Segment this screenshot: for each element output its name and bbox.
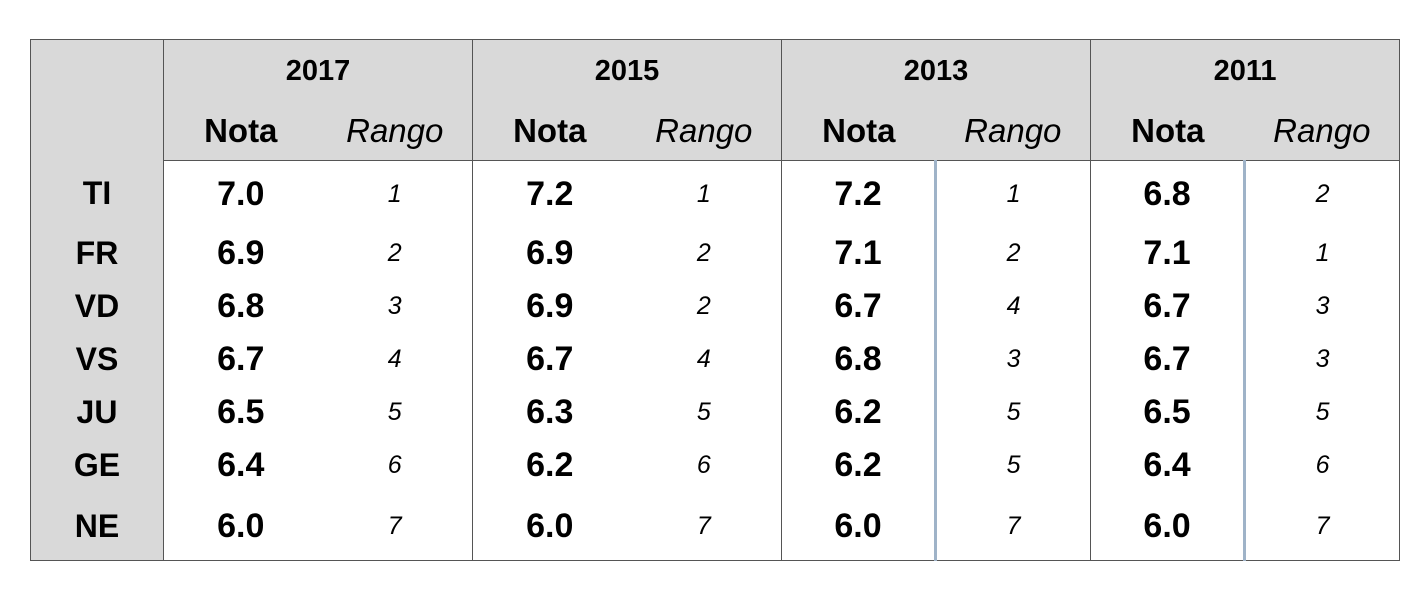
- score-cell: 6.2: [781, 439, 936, 492]
- score-cell: 6.7: [472, 333, 627, 386]
- year-header-2015: 2015: [472, 39, 782, 102]
- table-row: FR 6.9 2 6.9 2 7.1 2 7.1 1: [30, 227, 1401, 280]
- score-cell: 6.9: [163, 227, 318, 280]
- rank-cell: 7: [696, 511, 711, 540]
- sub-header-rango: Rango: [935, 102, 1091, 161]
- score-cell: 6.5: [163, 386, 318, 439]
- rank-cell: 5: [696, 398, 711, 426]
- table-row: VS 6.7 4 6.7 4 6.8 3 6.7 3: [30, 333, 1401, 386]
- table-row: VD 6.8 3 6.9 2 6.7 4 6.7 3: [30, 280, 1401, 333]
- score-cell: 7.0: [163, 160, 318, 227]
- rank-cell: 4: [387, 345, 402, 373]
- rank-cell: 5: [1243, 386, 1401, 439]
- score-cell: 7.2: [781, 160, 936, 227]
- canton-label: GE: [30, 439, 164, 492]
- rank-cell: 1: [387, 179, 402, 208]
- score-cell: 6.7: [1090, 280, 1245, 333]
- rank-cell: 6: [1243, 439, 1401, 492]
- rank-cell: 6: [696, 451, 711, 479]
- score-cell: 6.0: [472, 492, 627, 561]
- score-cell: 6.5: [1090, 386, 1245, 439]
- rank-cell: 4: [696, 345, 711, 373]
- score-cell: 6.7: [163, 333, 318, 386]
- score-cell: 6.8: [1090, 160, 1245, 227]
- sub-header-nota: Nota: [1090, 102, 1245, 161]
- sub-header-nota: Nota: [472, 102, 627, 161]
- ranking-table: 2017 2015 2013 2011 Nota Rango Nota Rang…: [30, 39, 1401, 561]
- rank-cell: 6: [387, 451, 402, 479]
- rank-cell: 2: [1243, 160, 1401, 227]
- year-header-2011: 2011: [1090, 39, 1401, 102]
- rank-cell: 3: [387, 292, 402, 320]
- canton-label: VS: [30, 333, 164, 386]
- rank-cell: 7: [1243, 492, 1401, 561]
- score-cell: 6.2: [781, 386, 936, 439]
- canton-label: NE: [30, 492, 164, 561]
- table-row: GE 6.4 6 6.2 6 6.2 5 6.4 6: [30, 439, 1401, 492]
- sub-header-rango: Rango: [1244, 102, 1401, 161]
- ranking-table-container: 2017 2015 2013 2011 Nota Rango Nota Rang…: [30, 39, 1401, 561]
- score-cell: 6.0: [1090, 492, 1245, 561]
- score-cell: 6.7: [781, 280, 936, 333]
- rank-cell: 3: [1243, 333, 1401, 386]
- canton-label: TI: [30, 160, 164, 227]
- sub-header-nota: Nota: [163, 102, 318, 161]
- sub-header-rango: Rango: [626, 102, 782, 161]
- score-cell: 6.0: [163, 492, 318, 561]
- rank-cell: 5: [934, 386, 1091, 439]
- rank-cell: 5: [934, 439, 1091, 492]
- score-cell: 6.0: [781, 492, 936, 561]
- rank-cell: 7: [387, 511, 402, 540]
- score-cell: 6.4: [163, 439, 318, 492]
- rank-cell: 3: [934, 333, 1091, 386]
- score-cell: 6.4: [1090, 439, 1245, 492]
- score-cell: 7.1: [1090, 227, 1245, 280]
- score-cell: 6.3: [472, 386, 627, 439]
- rank-cell: 4: [934, 280, 1091, 333]
- rank-cell: 5: [387, 398, 402, 426]
- canton-label: JU: [30, 386, 164, 439]
- table-row: NE 6.0 7 6.0 7 6.0 7 6.0 7: [30, 492, 1401, 561]
- score-cell: 7.1: [781, 227, 936, 280]
- score-cell: 6.9: [472, 280, 627, 333]
- score-cell: 6.9: [472, 227, 627, 280]
- corner-cell: [30, 39, 164, 161]
- table-row: JU 6.5 5 6.3 5 6.2 5 6.5 5: [30, 386, 1401, 439]
- rank-cell: 2: [696, 292, 711, 320]
- canton-label: FR: [30, 227, 164, 280]
- score-cell: 7.2: [472, 160, 627, 227]
- canton-label: VD: [30, 280, 164, 333]
- year-header-2017: 2017: [162, 39, 473, 102]
- table-row: TI 7.0 1 7.2 1 7.2 1 6.8 2: [30, 160, 1401, 227]
- score-cell: 6.7: [1090, 333, 1245, 386]
- rank-cell: 2: [696, 239, 711, 267]
- rank-cell: 2: [934, 227, 1091, 280]
- rank-cell: 2: [387, 239, 402, 267]
- sub-header-nota: Nota: [781, 102, 936, 161]
- score-cell: 6.8: [781, 333, 936, 386]
- rank-cell: 1: [1243, 227, 1401, 280]
- rank-cell: 3: [1243, 280, 1401, 333]
- year-header-2013: 2013: [781, 39, 1091, 102]
- rank-cell: 1: [934, 160, 1091, 227]
- rank-cell: 7: [934, 492, 1091, 561]
- sub-header-rango: Rango: [317, 102, 473, 161]
- rank-cell: 1: [696, 179, 711, 208]
- score-cell: 6.2: [472, 439, 627, 492]
- score-cell: 6.8: [163, 280, 318, 333]
